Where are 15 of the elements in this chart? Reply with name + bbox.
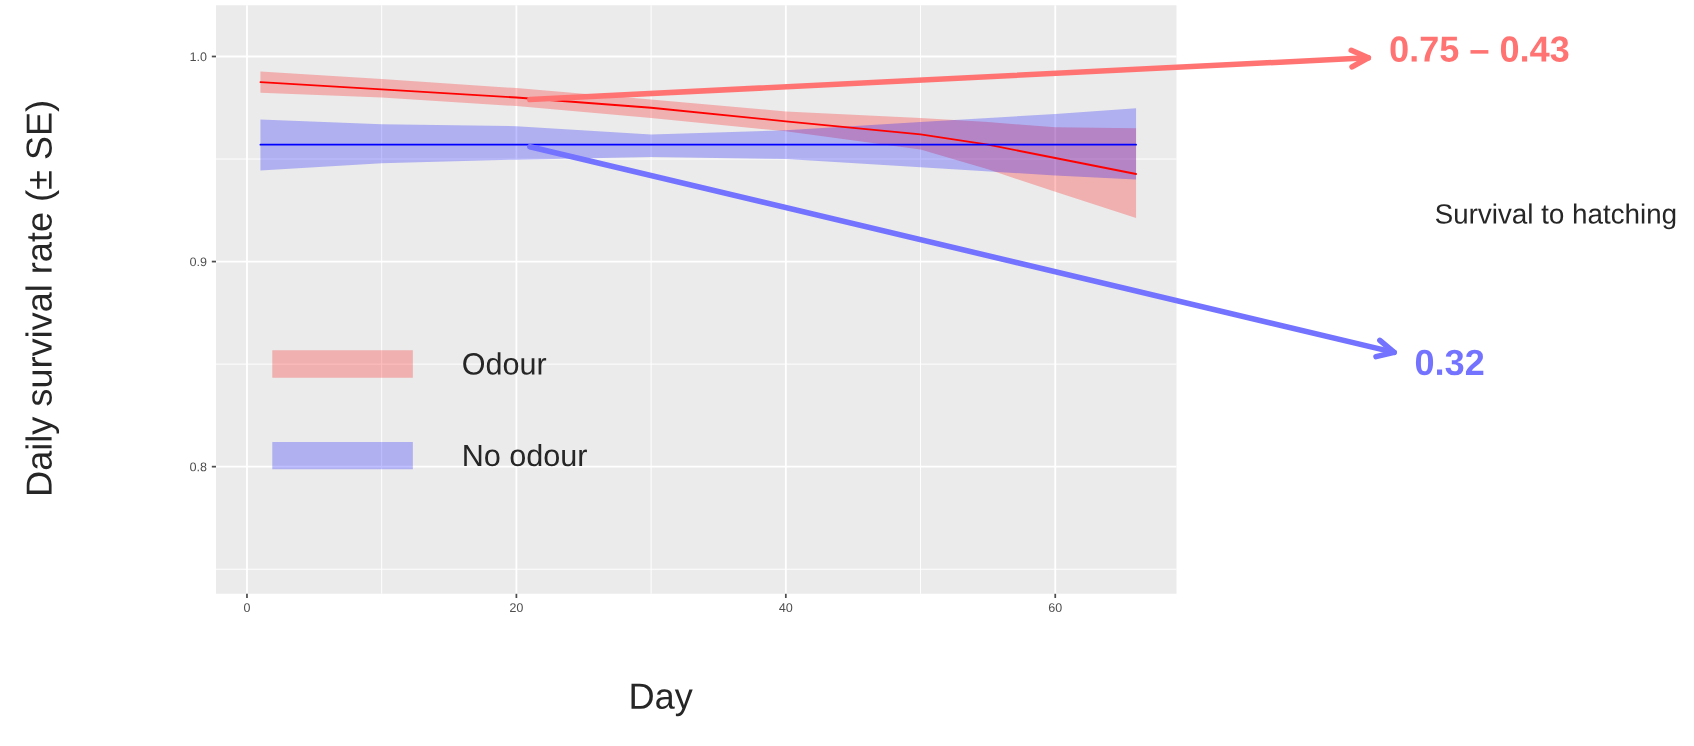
y-tick-label: 1.0: [190, 52, 207, 62]
x-tick-label: 60: [1048, 603, 1062, 613]
x-axis-title: Day: [631, 683, 693, 717]
y-axis-title: Daily survival rate (± SE): [25, 102, 60, 494]
annotation: 0.75 – 0.43: [1390, 36, 1569, 62]
text: Survival to hatching: [1435, 203, 1676, 230]
y-tick-label: 0.9: [190, 257, 207, 267]
x-tick-label: 20: [510, 603, 523, 613]
line-series: [259, 81, 1137, 175]
y-tick-label: 0.8: [190, 462, 207, 472]
annotation: 0.32: [1415, 349, 1484, 376]
legend-label: Odour: [463, 352, 547, 375]
legend-label: No odour: [464, 443, 587, 467]
x-tick-label: 40: [779, 603, 793, 613]
x-tick-label: 0: [243, 603, 250, 613]
